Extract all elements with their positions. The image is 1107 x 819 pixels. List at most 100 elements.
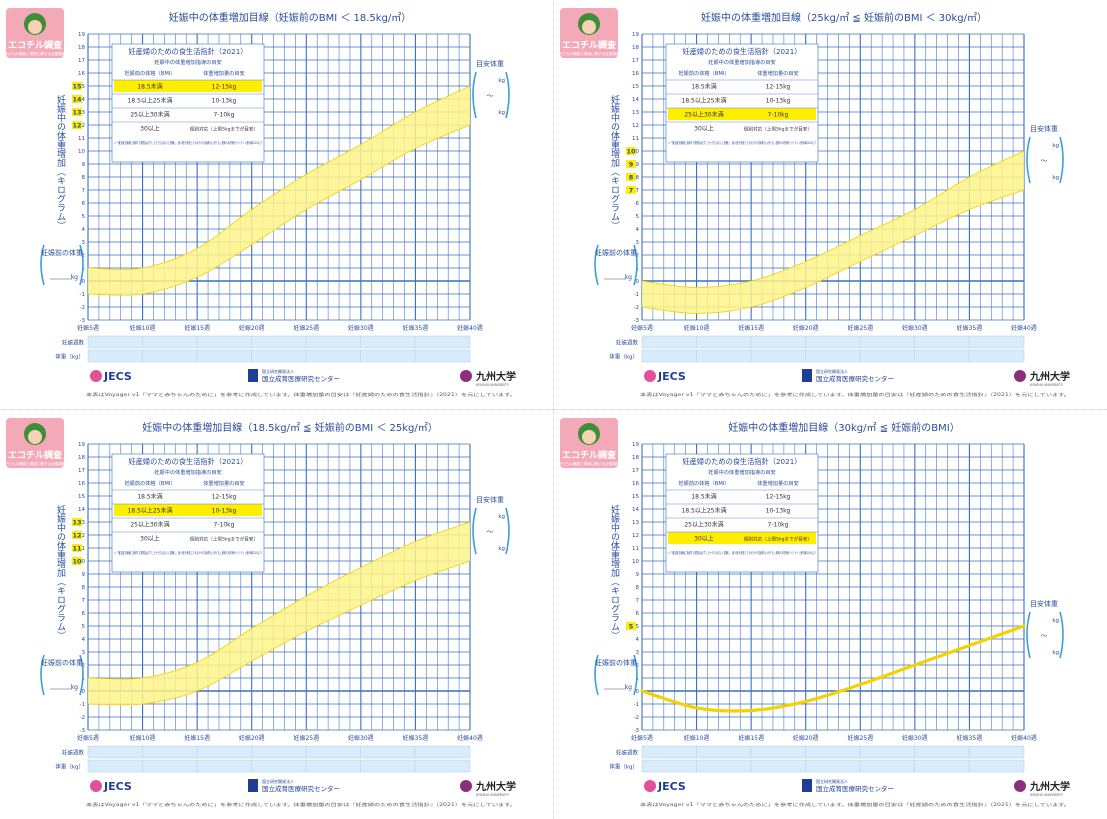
x-tick-label: 妊娠25週 bbox=[293, 324, 319, 332]
ncchd-sub: 国立研究開発法人 bbox=[816, 368, 848, 374]
y-tick-label: -1 bbox=[634, 702, 639, 708]
target-tick-label: 11 bbox=[72, 544, 82, 552]
y-tick-label: 7 bbox=[82, 188, 86, 194]
kyushu-logo: 九州大学 bbox=[1029, 780, 1070, 793]
x-tick-label: 妊娠40週 bbox=[457, 324, 483, 332]
y-tick-label: -3 bbox=[634, 318, 640, 324]
x-tick-label: 妊娠15週 bbox=[738, 734, 764, 742]
guide-row-gain: 個別対応（上限5kgまでが目安） bbox=[190, 126, 258, 133]
target-tick-label: 10 bbox=[72, 557, 82, 565]
x-tick-label: 妊娠20週 bbox=[793, 324, 819, 332]
prepregnancy-weight-label: 妊娠前の体重 bbox=[595, 658, 637, 667]
ncchd-logo: 国立成育医療研究センター bbox=[816, 784, 894, 793]
target-tick-label: 14 bbox=[72, 95, 82, 103]
guide-row-gain: 7-10kg bbox=[214, 522, 235, 529]
guide-table-head-bmi: 妊娠前の体格（BMI） bbox=[678, 69, 729, 77]
y-tick-label: 16 bbox=[632, 71, 639, 77]
x-tick-label: 妊娠30週 bbox=[348, 734, 374, 742]
y-tick-label: 15 bbox=[632, 494, 639, 500]
x-tick-label: 妊娠30週 bbox=[902, 324, 928, 332]
guide-row-gain: 10-13kg bbox=[766, 98, 791, 105]
target-weight-label: 目安体重 bbox=[1030, 599, 1058, 608]
y-tick-label: 13 bbox=[632, 110, 639, 116]
kg-unit: kg bbox=[498, 514, 505, 520]
jecs-logo: JECS bbox=[103, 780, 132, 793]
guide-row-bmi: 18.5以上25未満 bbox=[128, 507, 173, 515]
entry-row-label: 妊娠週数 bbox=[62, 749, 85, 757]
y-tick-label: 17 bbox=[78, 468, 85, 474]
target-weight-box: 目安体重 kg 〜 kg bbox=[472, 59, 510, 119]
guide-row-gain: 10-13kg bbox=[766, 508, 791, 515]
guide-row-bmi: 18.5以上25未満 bbox=[682, 97, 727, 105]
guide-row-gain: 7-10kg bbox=[768, 112, 789, 119]
y-axis-label: 妊娠中の体重増加（キログラム） bbox=[609, 504, 620, 640]
target-tick-label: 15 bbox=[72, 82, 82, 90]
y-tick-label: 8 bbox=[82, 175, 86, 181]
brand-name: エコチル調査 bbox=[562, 449, 617, 461]
guide-table-head-gain: 体重増加量の目安 bbox=[203, 69, 245, 77]
x-tick-label: 妊娠25週 bbox=[847, 324, 873, 332]
brand-name: エコチル調査 bbox=[8, 449, 63, 461]
x-tick-label: 妊娠40週 bbox=[1011, 734, 1037, 742]
y-tick-label: -1 bbox=[80, 702, 85, 708]
entry-row-label: 妊娠週数 bbox=[62, 339, 85, 347]
kyushu-en: KYUSHU UNIVERSITY bbox=[1030, 383, 1063, 387]
y-tick-label: 3 bbox=[82, 650, 86, 656]
target-tick-highlight bbox=[72, 544, 82, 552]
prepregnancy-weight-box: 妊娠前の体重 kg bbox=[40, 244, 84, 286]
prepregnancy-weight-label: 妊娠前の体重 bbox=[41, 248, 83, 257]
grid bbox=[641, 443, 1025, 731]
y-tick-label: 13 bbox=[632, 520, 639, 526]
y-tick-label: 16 bbox=[78, 71, 85, 77]
chart-panel-3: エコチル調査 子どもの健康と環境に関する全国調査 妊娠中の体重増加目線（18.5kg… bbox=[0, 410, 553, 819]
y-tick-label: 0 bbox=[636, 689, 640, 695]
guide-row-gain: 個別対応（上限5kgまでが目安） bbox=[190, 536, 258, 543]
y-tick-label: 19 bbox=[632, 442, 639, 448]
target-tick-highlight bbox=[626, 147, 636, 155]
guide-table-head-gain: 体重増加量の目安 bbox=[203, 479, 245, 487]
kg-unit: kg bbox=[1052, 618, 1059, 624]
y-tick-label: 19 bbox=[632, 32, 639, 38]
kyushu-logo: 九州大学 bbox=[1029, 370, 1070, 383]
ncchd-sub: 国立研究開発法人 bbox=[816, 778, 848, 784]
guide-row-bmi: 25以上30未満 bbox=[130, 111, 169, 119]
ncchd-sub: 国立研究開発法人 bbox=[262, 368, 294, 374]
y-tick-label: 6 bbox=[636, 611, 640, 617]
target-weight-box: 目安体重 kg 〜 kg bbox=[1026, 124, 1064, 184]
y-tick-label: 8 bbox=[636, 175, 640, 181]
guide-row-highlight bbox=[114, 504, 262, 516]
kyushu-logo: 九州大学 bbox=[475, 370, 516, 383]
y-tick-label: 18 bbox=[632, 45, 639, 51]
target-tick-highlight bbox=[72, 95, 82, 103]
x-tick-label: 妊娠5週 bbox=[77, 734, 99, 742]
brand-subtitle: 子どもの健康と環境に関する全国調査 bbox=[558, 51, 619, 56]
prepregnancy-weight-label: 妊娠前の体重 bbox=[595, 248, 637, 257]
y-tick-label: 9 bbox=[636, 162, 640, 168]
y-tick-label: -2 bbox=[634, 715, 639, 721]
chart-title: 妊娠中の体重増加目線（25kg/㎡ ≦ 妊娠前のBMI ＜ 30kg/㎡） bbox=[701, 11, 987, 24]
prepregnancy-weight-box: 妊娠前の体重 kg bbox=[40, 654, 84, 696]
x-tick-label: 妊娠40週 bbox=[457, 734, 483, 742]
guide-row-bmi: 18.5未満 bbox=[137, 493, 162, 501]
guide-table-head-bmi: 妊娠前の体格（BMI） bbox=[124, 69, 175, 77]
y-tick-label: 0 bbox=[82, 689, 86, 695]
y-tick-label: 10 bbox=[632, 559, 639, 565]
x-tick-label: 妊娠5週 bbox=[631, 734, 653, 742]
kg-unit: kg bbox=[1052, 175, 1059, 181]
target-tick-label: 13 bbox=[72, 108, 81, 116]
guide-table-note: ＊「増加量を厳格に指導する根拠は必ずしも十分ではないと認識し、個人差を考慮したゆ… bbox=[668, 140, 816, 145]
y-tick-label: 7 bbox=[636, 598, 640, 604]
tilde-symbol: 〜 bbox=[1041, 157, 1048, 165]
guide-table-note: ＊「増加量を厳格に指導する根拠は必ずしも十分ではないと認識し、個人差を考慮したゆ… bbox=[668, 550, 816, 555]
y-tick-label: 17 bbox=[632, 468, 639, 474]
guide-table-head-bmi: 妊娠前の体格（BMI） bbox=[678, 479, 729, 487]
guide-row-gain: 7-10kg bbox=[214, 112, 235, 119]
kg-unit: kg bbox=[498, 78, 505, 84]
y-tick-label: 18 bbox=[78, 45, 85, 51]
y-tick-label: 7 bbox=[82, 598, 86, 604]
jecs-logo: JECS bbox=[657, 370, 686, 383]
target-tick-highlight bbox=[626, 622, 636, 630]
y-tick-label: 17 bbox=[78, 58, 85, 64]
